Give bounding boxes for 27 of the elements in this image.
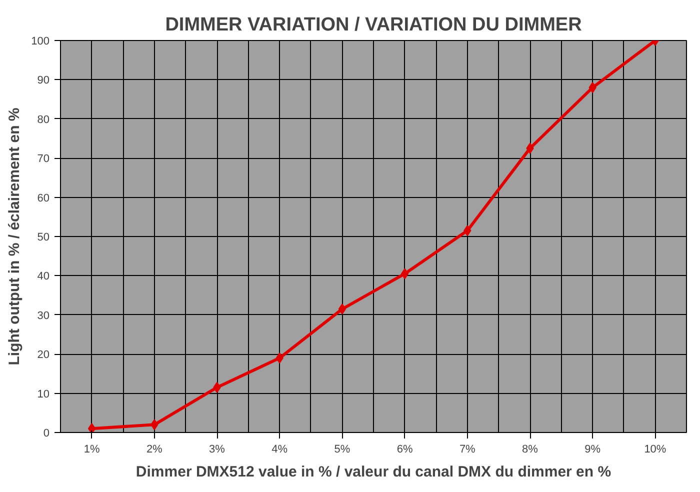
point bbox=[338, 304, 346, 315]
point bbox=[400, 268, 409, 280]
chart-title: DIMMER VARIATION / VARIATION DU DIMMER bbox=[165, 14, 582, 36]
x-tick-label: 1% bbox=[84, 444, 100, 456]
x-axis-title: Dimmer DMX512 value in % / valeur du canal DMX du dimmer en % bbox=[136, 464, 612, 480]
x-tick-label: 6% bbox=[396, 444, 413, 456]
y-tick-label: 90 bbox=[37, 74, 50, 87]
y-tick-label: 40 bbox=[37, 270, 50, 283]
y-tick-label: 100 bbox=[31, 36, 50, 48]
x-tick-label: 5% bbox=[334, 444, 350, 456]
y-tick-label: 70 bbox=[37, 153, 50, 166]
y-tick-label: 50 bbox=[37, 232, 50, 244]
y-axis-title: Light output in % / éclairement en % bbox=[6, 108, 24, 366]
x-tick-label: 8% bbox=[522, 444, 538, 456]
y-tick-label: 80 bbox=[37, 114, 50, 126]
x-tick-label: 3% bbox=[209, 444, 226, 456]
x-tick-label: 7% bbox=[459, 444, 476, 456]
y-tick-label: 30 bbox=[37, 310, 50, 322]
x-tick-label: 2% bbox=[146, 444, 163, 456]
x-tick-label: 9% bbox=[584, 444, 601, 456]
y-tick-label: 0 bbox=[43, 428, 50, 440]
y-tick-label: 60 bbox=[37, 192, 50, 204]
x-tick-label: 10% bbox=[644, 444, 666, 456]
y-tick-label: 20 bbox=[37, 349, 50, 362]
y-tick-label: 10 bbox=[37, 388, 50, 400]
x-tick-label: 4% bbox=[272, 444, 288, 456]
point bbox=[88, 423, 96, 432]
